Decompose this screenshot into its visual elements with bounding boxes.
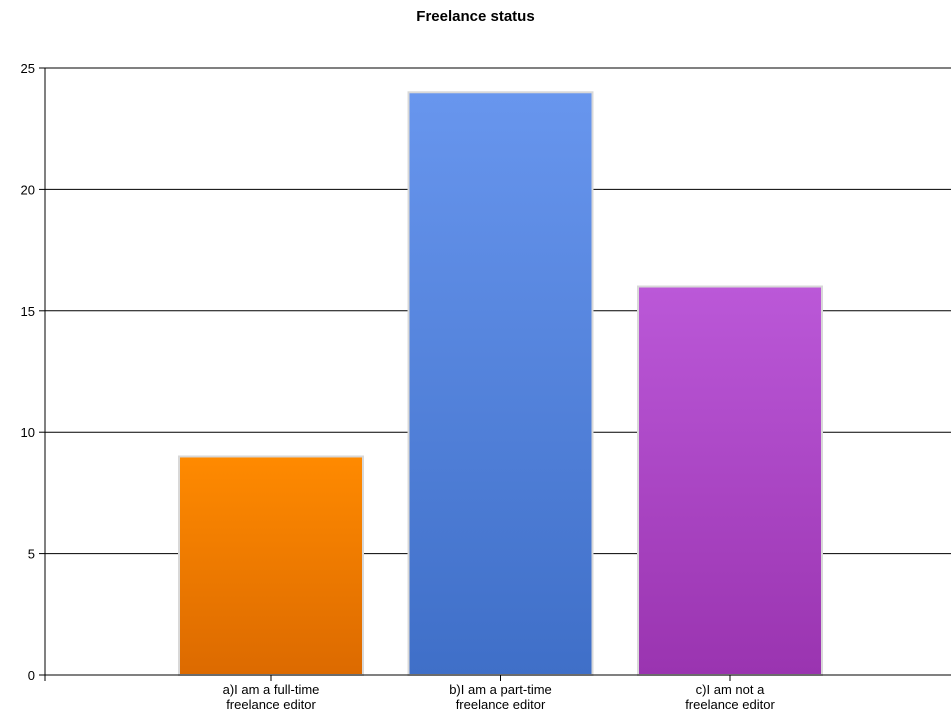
y-tick-label: 0 bbox=[28, 668, 35, 683]
y-tick-label: 5 bbox=[28, 547, 35, 562]
axes bbox=[44, 68, 951, 681]
y-axis-ticks: 0 5 10 15 20 25 bbox=[21, 61, 45, 683]
bar bbox=[407, 91, 594, 676]
x-category-label: a)I am a full-time freelance editor bbox=[222, 682, 320, 712]
x-category-label: b)I am a part-time freelance editor bbox=[449, 682, 552, 712]
chart-title: Freelance status bbox=[416, 8, 535, 25]
y-tick-label: 15 bbox=[21, 304, 35, 319]
y-tick-label: 25 bbox=[21, 61, 35, 76]
x-category-label: c)I am not a freelance editor bbox=[685, 682, 775, 712]
bars bbox=[178, 91, 823, 677]
bar bbox=[178, 455, 364, 677]
y-tick-label: 10 bbox=[21, 425, 35, 440]
y-tick-label: 20 bbox=[21, 182, 35, 197]
bar bbox=[637, 285, 823, 676]
